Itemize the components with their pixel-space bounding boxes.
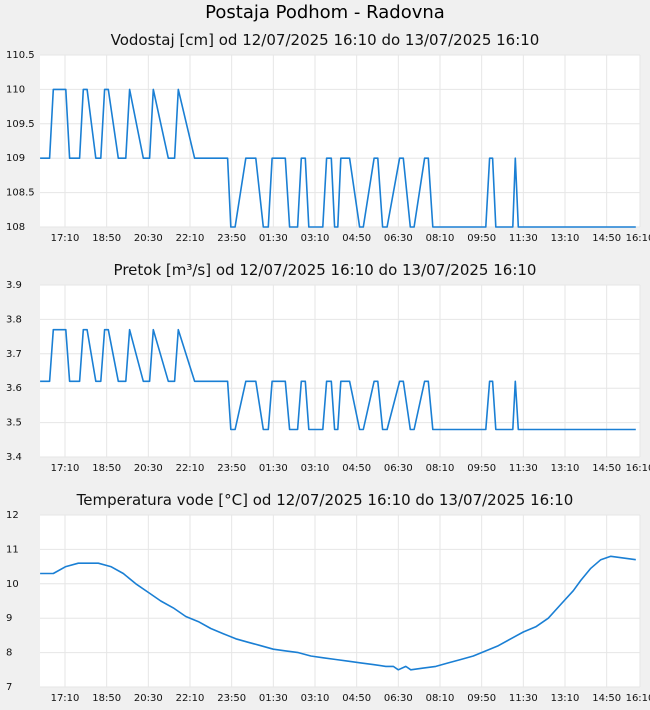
x-tick-label: 14:50 [592,463,621,474]
x-tick-label: 03:10 [301,463,330,474]
x-tick-label: 09:50 [467,693,496,704]
x-tick-label: 09:50 [467,463,496,474]
x-tick-label: 08:10 [426,693,455,704]
x-tick-label: 17:10 [51,233,80,244]
x-tick-label: 04:50 [342,693,371,704]
x-tick-label: 06:30 [384,463,413,474]
x-tick-label: 23:50 [217,463,246,474]
series-line [40,328,636,431]
plot-area [40,515,640,687]
y-tick-label: 3.6 [6,383,22,394]
y-tick-label: 109.5 [6,119,35,130]
y-tick-label: 108.5 [6,188,35,199]
x-tick-label: 04:50 [342,463,371,474]
y-tick-label: 3.7 [6,349,22,360]
y-tick-label: 3.8 [6,314,22,325]
x-tick-label: 17:10 [51,463,80,474]
x-tick-label: 16:10 [626,233,650,244]
x-tick-label: 14:50 [592,693,621,704]
x-tick-label: 04:50 [342,233,371,244]
y-tick-label: 3.5 [6,418,22,429]
chart-title-water-level: Vodostaj [cm] od 12/07/2025 16:10 do 13/… [110,31,540,49]
x-tick-label: 22:10 [176,463,205,474]
x-tick-label: 08:10 [426,463,455,474]
x-tick-label: 11:30 [509,463,538,474]
y-tick-label: 8 [6,648,12,659]
x-tick-label: 23:50 [217,233,246,244]
x-tick-label: 01:30 [259,233,288,244]
x-tick-label: 11:30 [509,233,538,244]
x-tick-label: 01:30 [259,693,288,704]
x-tick-label: 23:50 [217,693,246,704]
y-tick-label: 9 [6,613,12,624]
x-tick-label: 13:10 [551,693,580,704]
x-tick-label: 13:10 [551,463,580,474]
x-tick-label: 18:50 [92,233,121,244]
chart-discharge: 3.4 3.5 3.6 3.7 3.8 3.9 17:10 18:50 20:30 22:10 23… [6,280,650,474]
x-tick-label: 18:50 [92,693,121,704]
chart-title-water-temperature: Temperatura vode [°C] od 12/07/2025 16:1… [76,491,574,509]
y-tick-label: 12 [6,510,19,521]
y-tick-label: 109 [6,153,25,164]
chart-water-temperature: 7 8 9 10 11 12 17:10 18:50 20:30 22:10 23:50 01:30 0… [6,510,650,704]
y-tick-label: 7 [6,682,12,693]
x-tick-label: 14:50 [592,233,621,244]
x-tick-label: 06:30 [384,233,413,244]
x-tick-label: 20:30 [134,463,163,474]
chart-water-level: 108 108.5 109 109.5 110 110.5 17:10 18:50 20:30 2… [6,50,650,244]
x-tick-label: 09:50 [467,233,496,244]
x-tick-label: 20:30 [134,693,163,704]
x-tick-label: 22:10 [176,693,205,704]
x-tick-label: 01:30 [259,463,288,474]
series-line [40,88,636,228]
y-tick-label: 3.9 [6,280,22,291]
y-tick-label: 10 [6,579,19,590]
x-tick-label: 06:30 [384,693,413,704]
x-tick-label: 20:30 [134,233,163,244]
y-tick-label: 110.5 [6,50,35,61]
x-tick-label: 03:10 [301,233,330,244]
series-line [40,555,636,671]
x-tick-label: 13:10 [551,233,580,244]
y-tick-label: 110 [6,84,25,95]
y-tick-label: 11 [6,544,19,555]
x-tick-label: 08:10 [426,233,455,244]
x-tick-label: 16:10 [626,463,650,474]
x-tick-label: 18:50 [92,463,121,474]
x-tick-label: 11:30 [509,693,538,704]
x-tick-label: 03:10 [301,693,330,704]
y-tick-label: 108 [6,222,25,233]
x-tick-label: 22:10 [176,233,205,244]
plot-area [40,285,640,457]
page-title: Postaja Podhom - Radovna [205,2,445,23]
chart-title-discharge: Pretok [m³/s] od 12/07/2025 16:10 do 13/… [113,261,537,279]
x-tick-label: 17:10 [51,693,80,704]
x-tick-label: 16:10 [626,693,650,704]
y-tick-label: 3.4 [6,452,22,463]
